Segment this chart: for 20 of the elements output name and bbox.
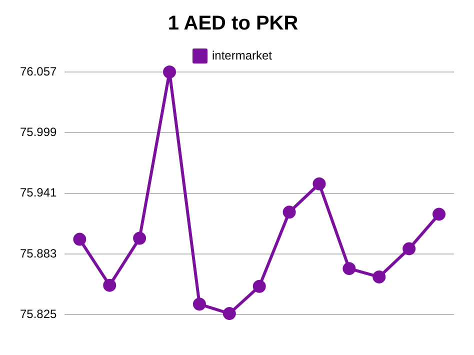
legend-label: intermarket [212,48,273,62]
point [432,208,446,221]
point [192,298,206,311]
point [342,262,356,276]
point [163,66,176,78]
chart-title: 1 AED to PKR [168,12,299,35]
point [282,206,296,219]
y-tick-label: 76.057 [20,64,58,78]
point [103,278,116,292]
point [222,307,236,320]
point [402,242,416,256]
point [372,270,386,284]
point [252,280,266,293]
y-tick-label: 75.941 [20,186,58,200]
y-tick-label: 75.999 [20,124,58,139]
point [73,232,86,246]
point [312,177,326,190]
point [133,232,146,245]
y-tick-label: 75.825 [20,306,58,321]
y-tick-label: 75.883 [20,246,58,260]
